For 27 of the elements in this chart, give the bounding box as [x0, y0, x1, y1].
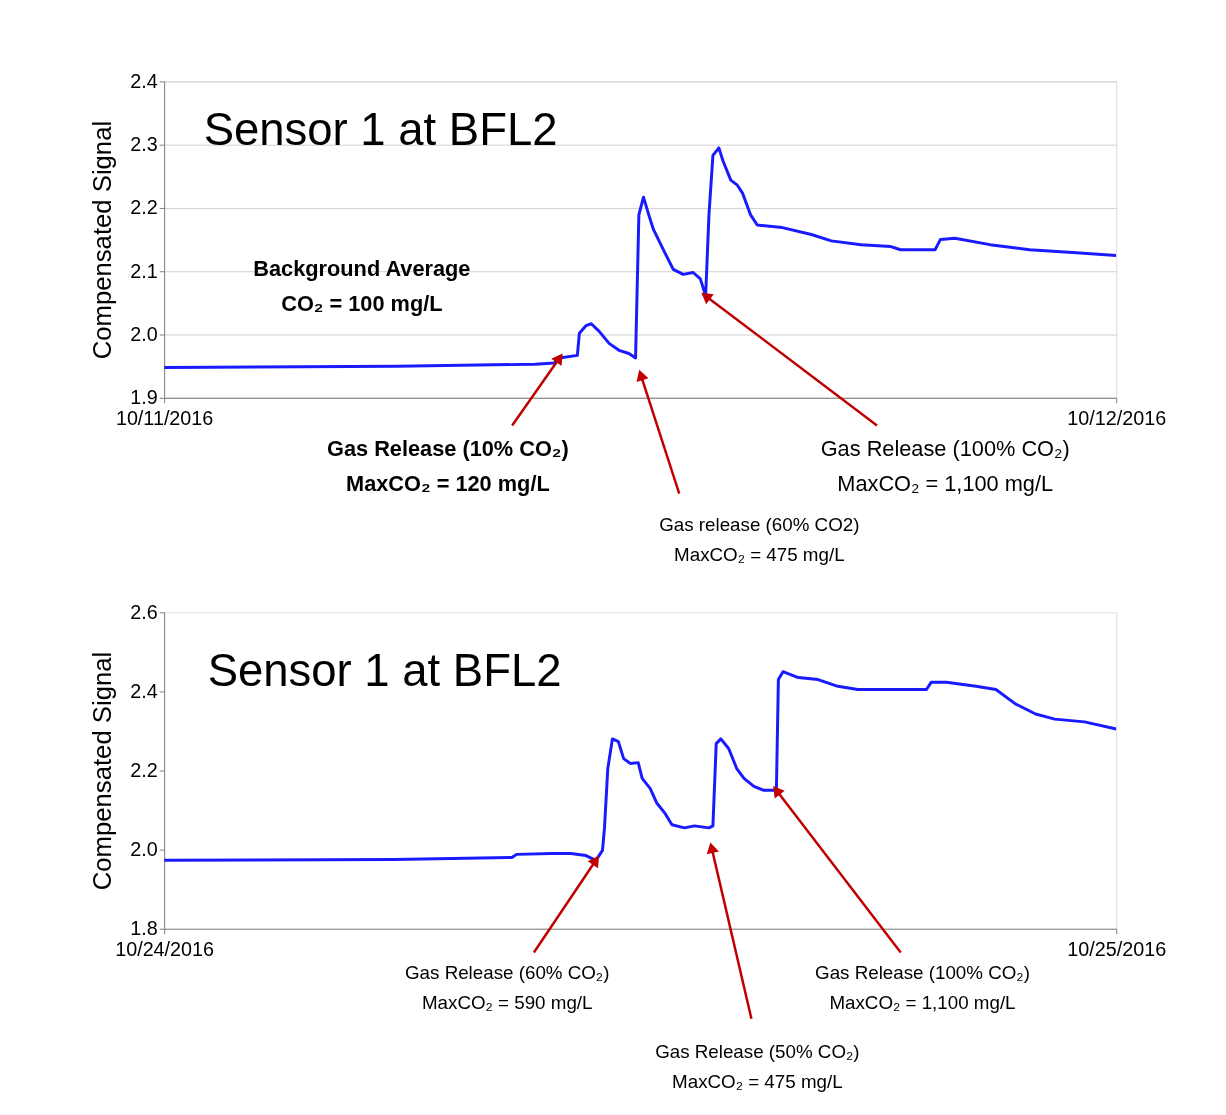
text: Sensor 1 at BFL2 — [207, 644, 562, 696]
y-tick-label: 2.4 — [130, 679, 158, 702]
y-tick-label: 2.6 — [130, 600, 158, 623]
line-series — [164, 146, 1117, 369]
y-tick-label: 2.0 — [130, 322, 158, 345]
y-tick-label: 1.9 — [130, 386, 158, 409]
annotation: Gas Release (60% CO₂) MaxCO₂ = 590 mg/L — [405, 962, 610, 1014]
y-axis-title: Compensated Signal — [88, 120, 117, 360]
annotation: Background Average CO₂ = 100 mg/L — [253, 256, 471, 316]
x-tick-label: 10/12/2016 — [1067, 406, 1167, 429]
text: Sensor 1 at BFL2 — [203, 103, 558, 155]
annotation: Gas Release (100% CO₂) MaxCO₂ = 1,100 mg/L — [820, 436, 1070, 496]
y-axis-title: Compensated Signal — [88, 651, 117, 891]
y-tick-label: 2.2 — [130, 758, 158, 781]
annotation: Gas Release (50% CO₂) MaxCO₂ = 475 mg/L — [655, 1041, 860, 1093]
annotation: Gas release (60% CO2) MaxCO₂ = 475 mg/L — [659, 514, 860, 566]
y-tick-label: 2.1 — [130, 259, 158, 282]
y-tick-label: 2.4 — [130, 69, 158, 92]
y-tick-label: 2.2 — [130, 196, 158, 219]
y-tick-label: 1.8 — [130, 917, 158, 940]
x-tick-label: 10/11/2016 — [115, 406, 214, 429]
x-tick-label: 10/24/2016 — [115, 937, 215, 960]
annotation: Gas Release (100% CO₂) MaxCO₂ = 1,100 mg/L — [815, 962, 1030, 1014]
x-tick-label: 10/25/2016 — [1067, 937, 1167, 960]
y-tick-label: 2.3 — [130, 133, 158, 156]
y-tick-label: 2.0 — [130, 838, 158, 861]
annotation: Gas Release (10% CO₂) MaxCO₂ = 120 mg/L — [326, 436, 569, 496]
